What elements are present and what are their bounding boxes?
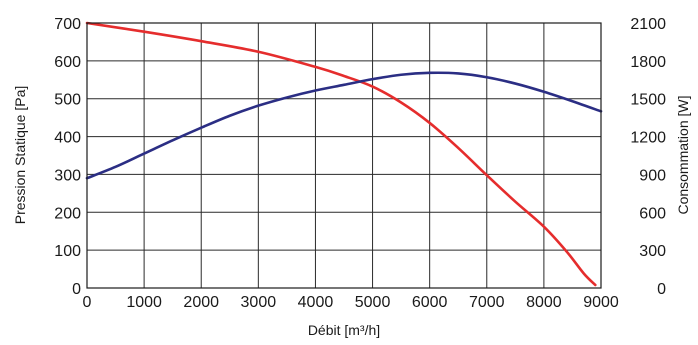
- x-tick-label: 7000: [469, 294, 505, 311]
- plot-frame: [86, 22, 602, 289]
- y2-axis-label: Consommation [W]: [675, 95, 691, 214]
- tick-layer: 0 1000 2000 3000 4000 5000 6000 7000 8000 9000010…: [54, 16, 666, 311]
- x-tick-label: 2000: [183, 294, 219, 311]
- y-tick-label: 300: [54, 167, 81, 184]
- y2-tick-label: 1800: [630, 54, 666, 71]
- y-tick-label: 400: [54, 130, 81, 147]
- y2-tick-label: 1500: [630, 92, 666, 109]
- consumption-curve: [85, 71, 603, 180]
- y-tick-label: 500: [54, 92, 81, 109]
- y-tick-label: 700: [54, 16, 81, 33]
- y-axis-label: Pression Statique [Pa]: [12, 86, 28, 225]
- x-tick-label: 9000: [583, 294, 619, 311]
- y2-tick-label: 0: [657, 281, 666, 298]
- y2-tick-label: 1200: [630, 130, 666, 147]
- y2-tick-label: 300: [639, 243, 666, 260]
- y-tick-label: 200: [54, 205, 81, 222]
- y-tick-label: 600: [54, 54, 81, 71]
- x-tick-label: 3000: [241, 294, 277, 311]
- y2-tick-label: 2100: [630, 16, 666, 33]
- grid-layer: [87, 23, 601, 288]
- x-tick-label: 8000: [526, 294, 562, 311]
- y-tick-label: 0: [72, 281, 81, 298]
- pressure-curve: [85, 21, 597, 287]
- x-tick-label: 0: [83, 294, 92, 311]
- x-axis-label: Débit [m³/h]: [308, 322, 380, 338]
- y2-tick-label: 600: [639, 205, 666, 222]
- x-tick-label: 4000: [298, 294, 334, 311]
- x-tick-label: 1000: [126, 294, 162, 311]
- y-tick-label: 100: [54, 243, 81, 260]
- x-tick-label: 5000: [355, 294, 391, 311]
- series-layer: [85, 21, 603, 287]
- y2-tick-label: 900: [639, 167, 666, 184]
- x-tick-label: 6000: [412, 294, 448, 311]
